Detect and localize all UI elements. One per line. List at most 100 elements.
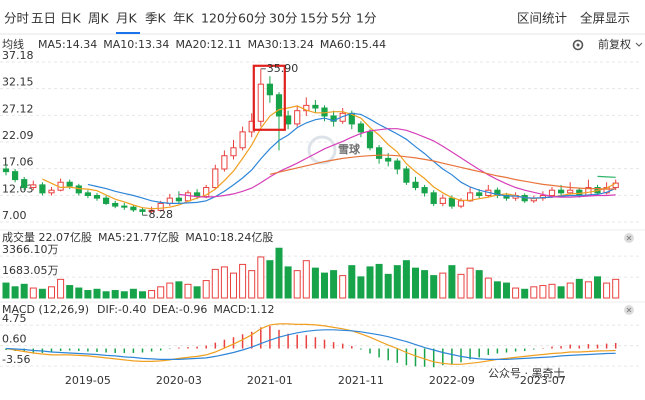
tab[interactable]: 15分 (300, 11, 328, 26)
candle-body (66, 181, 73, 187)
candle-body (567, 189, 574, 194)
candle-body (430, 192, 437, 204)
adjust-selector[interactable]: 前复权 (598, 37, 631, 51)
candle-body (112, 202, 119, 207)
volume-bar (539, 285, 547, 299)
legend-entry: DIF:-0.40 (97, 303, 146, 316)
volume-bar (139, 291, 146, 299)
volume-bar (220, 266, 228, 299)
volume-bar (594, 276, 601, 299)
dropdown-arrow (635, 42, 643, 47)
tab[interactable]: 30分 (269, 11, 297, 26)
volume-bar (311, 267, 319, 299)
volume-bar (575, 278, 583, 299)
candle-body (2, 168, 10, 173)
y-tick-label: 37.18 (2, 49, 34, 62)
y-tick-label: 7.00 (2, 209, 27, 222)
highlight-box (252, 64, 286, 131)
tab[interactable]: 120分 (201, 11, 237, 26)
y-tick-label: 32.15 (2, 76, 34, 89)
candle-body (394, 160, 401, 170)
ma-line (178, 128, 616, 198)
candle-body (48, 189, 55, 194)
tab[interactable]: 季K (145, 11, 167, 26)
volume-bar (48, 286, 55, 299)
volume-bar (375, 263, 383, 299)
volume-bar (2, 282, 10, 299)
candle-body (457, 200, 465, 207)
pane-close[interactable] (624, 233, 634, 243)
volume-bar (302, 260, 310, 299)
candle-body (294, 110, 301, 125)
tab[interactable]: 五日 (31, 11, 56, 26)
candle-body (230, 147, 237, 157)
candle-body (75, 185, 82, 194)
volume-bar (193, 286, 201, 299)
candle-body (312, 104, 319, 109)
y-tick-label: 17.06 (2, 156, 34, 169)
settings-icon-center (576, 43, 580, 47)
watermark-logo (307, 135, 337, 165)
settings-icon[interactable] (572, 39, 584, 51)
ma-line (597, 175, 616, 178)
annotation: 35.90 (267, 62, 299, 75)
x-tick-label: 2023-07 (520, 374, 566, 387)
volume-bar (402, 260, 410, 299)
tab[interactable]: 60分 (238, 11, 266, 26)
y-tick-label: 3366.10万 (2, 243, 59, 256)
volume-bar (111, 290, 119, 299)
volume-bar (457, 273, 465, 299)
volume-bar (503, 282, 510, 299)
candle-body (130, 206, 137, 211)
ma-line (269, 154, 616, 190)
pane-close[interactable] (624, 305, 634, 315)
candle-body (285, 115, 292, 125)
tab[interactable]: 周K (88, 11, 110, 26)
volume-bar (148, 290, 156, 299)
tab[interactable]: 分时 (4, 11, 30, 26)
candle-body (157, 202, 164, 211)
volume-bar (612, 278, 620, 299)
candle-body (30, 184, 37, 189)
candle-body (376, 147, 383, 159)
volume-bar (66, 285, 74, 299)
tab[interactable]: 月K (116, 11, 138, 26)
candle-body (266, 83, 273, 96)
candle-body (366, 131, 374, 149)
y-tick-label: 22.09 (2, 129, 34, 142)
tab[interactable]: 1分 (356, 11, 376, 26)
tab[interactable]: 5分 (331, 11, 351, 26)
volume-bar (548, 283, 556, 299)
volume-bar (75, 287, 83, 299)
volume-bar (421, 270, 429, 299)
x-tick-label: 2022-09 (429, 374, 475, 387)
volume-bar (257, 256, 265, 299)
candle-body (476, 192, 483, 196)
tab[interactable]: 年K (173, 11, 195, 26)
x-tick-label: 2020-03 (156, 374, 202, 387)
watermark: 雪球 (338, 142, 361, 156)
volume-bar (321, 272, 328, 299)
candle-body (403, 168, 410, 183)
volume-bar (120, 291, 128, 299)
tab[interactable]: 日K (60, 11, 82, 26)
candle-body (139, 209, 146, 212)
volume-bar (512, 287, 520, 299)
candle-body (612, 182, 619, 189)
volume-bar (84, 290, 92, 299)
volume-bar (230, 272, 237, 299)
legend-entry: MA60:15.44 (320, 38, 386, 51)
volume-bar (275, 247, 283, 299)
volume-bar (439, 272, 447, 299)
volume-bar (239, 263, 247, 299)
candle-body (121, 205, 128, 208)
volume-bar (466, 267, 474, 299)
action-link[interactable]: 区间统计 (517, 11, 567, 26)
dif-line (5, 323, 616, 365)
candle-body (412, 181, 419, 189)
volume-bar (284, 266, 292, 299)
legend-entry: MACD:1.12 (213, 303, 274, 316)
action-link[interactable]: 全屏显示 (580, 11, 630, 26)
legend-entry: DEA:-0.96 (152, 303, 207, 316)
